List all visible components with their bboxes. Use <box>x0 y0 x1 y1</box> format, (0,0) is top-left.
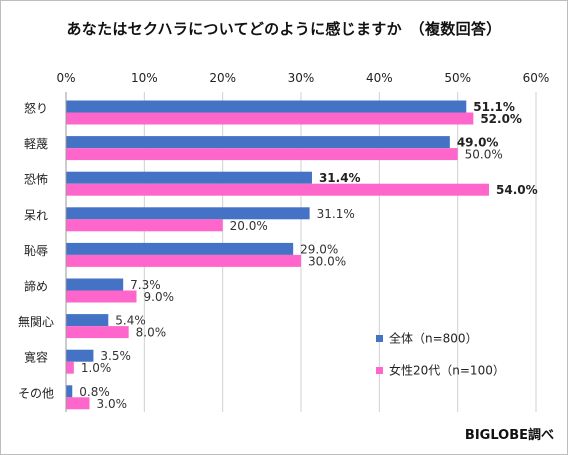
category-label: その他 <box>18 386 54 400</box>
data-label: 3.0% <box>97 397 128 411</box>
bar-overall <box>66 242 294 255</box>
x-tick-label: 0% <box>56 71 75 85</box>
data-label: 9.0% <box>144 290 175 304</box>
bar-overall <box>66 136 450 149</box>
data-label: 7.3% <box>130 278 161 292</box>
category-label: 無関心 <box>18 314 54 329</box>
bar-overall <box>66 349 94 362</box>
data-label: 52.0% <box>480 112 522 126</box>
x-tick-label: 40% <box>366 71 393 85</box>
x-tick-label: 20% <box>209 71 236 85</box>
data-label: 51.1% <box>473 100 515 114</box>
category-label: 諦め <box>24 279 48 294</box>
bar-female-20s <box>66 183 489 196</box>
category-label: 呆れ <box>24 208 48 222</box>
data-label: 54.0% <box>496 183 538 197</box>
data-label: 50.0% <box>465 148 503 162</box>
data-label: 3.5% <box>100 349 130 363</box>
bar-overall <box>66 207 310 220</box>
category-label: 軽蔑 <box>24 137 48 151</box>
legend-label: 全体（n=800） <box>389 331 478 346</box>
bar-female-20s <box>66 148 458 161</box>
data-label: 20.0% <box>230 219 268 233</box>
data-label: 30.0% <box>308 254 346 268</box>
category-label: 恐怖 <box>24 172 48 187</box>
bar-female-20s <box>66 112 474 125</box>
bar-female-20s <box>66 397 90 410</box>
data-label: 5.4% <box>115 314 146 328</box>
data-label: 49.0% <box>457 136 499 150</box>
bar-overall <box>66 100 467 113</box>
data-label: 1.0% <box>81 361 112 375</box>
bar-overall <box>66 278 124 291</box>
bar-overall <box>66 314 109 327</box>
x-tick-label: 30% <box>288 71 315 85</box>
source-credit: BIGLOBE調べ <box>464 428 554 443</box>
category-label: 恥辱 <box>24 244 48 258</box>
data-label: 8.0% <box>136 326 167 340</box>
data-label: 0.8% <box>79 385 110 399</box>
bar-overall <box>66 385 73 398</box>
legend-swatch <box>376 367 383 374</box>
bar-female-20s <box>66 326 129 339</box>
data-label: 29.0% <box>300 242 338 256</box>
bar-overall <box>66 171 312 184</box>
legend-label: 女性20代（n=100） <box>389 363 505 378</box>
bar-female-20s <box>66 219 223 232</box>
x-tick-label: 60% <box>523 71 550 85</box>
data-label: 31.4% <box>319 171 361 185</box>
legend-swatch <box>376 335 383 342</box>
bar-female-20s <box>66 254 301 267</box>
data-label: 31.1% <box>317 207 355 221</box>
x-tick-label: 50% <box>444 71 471 85</box>
bar-female-20s <box>66 361 74 374</box>
x-tick-label: 10% <box>131 71 158 85</box>
bar-female-20s <box>66 290 137 303</box>
chart-title: あなたはセクハラについてどのように感じますか （複数回答） <box>66 20 502 38</box>
category-label: 寛容 <box>24 350 48 365</box>
category-label: 怒り <box>24 101 48 116</box>
